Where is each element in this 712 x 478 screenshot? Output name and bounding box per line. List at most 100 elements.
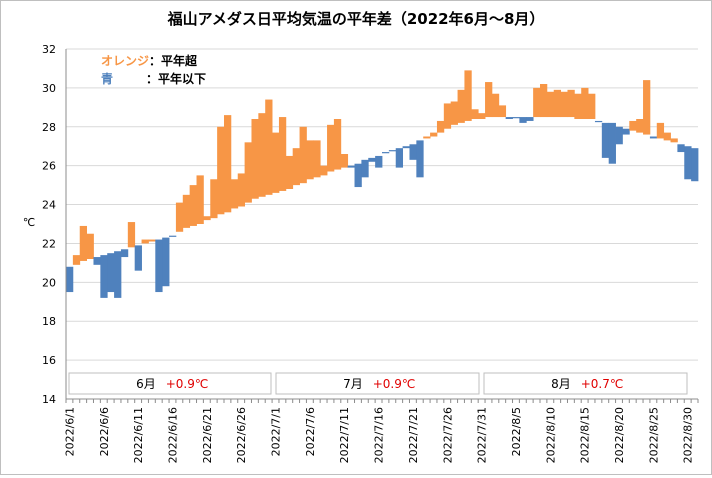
chart-title: 福山アメダス日平均気温の平年差（2022年6月～8月） [167, 10, 545, 28]
y-tick-label: 16 [42, 354, 56, 367]
y-tick-label: 22 [42, 237, 56, 250]
bar [258, 113, 266, 197]
bar [505, 117, 513, 119]
x-tick-label: 2022/8/30 [682, 407, 695, 463]
x-tick-label: 2022/6/1 [63, 407, 76, 456]
x-tick-labels: 2022/6/1 2022/6/6 2022/6/11 2022/6/16 2022/6… [63, 407, 694, 463]
bar [560, 91, 568, 118]
bar [127, 222, 136, 248]
month-name-july: 7月 [343, 377, 363, 391]
bar [320, 165, 328, 176]
x-tick-label: 2022/6/26 [235, 407, 248, 463]
month-name-june: 6月 [136, 377, 156, 391]
legend-below-label: 青 [101, 71, 113, 86]
month-name-august: 8月 [551, 377, 571, 391]
bar [86, 233, 94, 259]
bar [162, 237, 170, 287]
bar [677, 144, 685, 153]
x-tick-label: 2022/6/11 [132, 407, 145, 463]
bar [581, 87, 589, 119]
bar [601, 122, 610, 158]
bar [313, 140, 321, 178]
bar [382, 152, 390, 154]
bar [66, 266, 74, 293]
bar [278, 117, 287, 191]
bar [333, 119, 342, 170]
bar [553, 89, 562, 118]
bar-series [66, 70, 699, 298]
x-tick-label: 2022/7/21 [407, 407, 420, 463]
bar [141, 239, 149, 244]
bar [643, 80, 651, 135]
bar [347, 165, 355, 168]
bar [361, 159, 369, 178]
bar [546, 91, 555, 118]
bar [196, 175, 204, 224]
legend-below-text: ：平年以下 [146, 71, 206, 86]
bar [636, 119, 644, 133]
bar [79, 225, 88, 261]
bar [395, 148, 404, 168]
x-tick-label: 2022/8/20 [613, 407, 626, 463]
bar [230, 179, 239, 209]
bar [93, 257, 101, 265]
bar [299, 126, 307, 184]
bar [656, 122, 665, 139]
bar [608, 122, 616, 164]
bar [189, 185, 197, 226]
x-tick-label: 2022/8/25 [647, 407, 660, 463]
bar [175, 202, 184, 232]
bar [430, 132, 438, 137]
month-summary-boxes: 6月 +0.9℃ 7月 +0.9℃ 8月 +0.7℃ [68, 372, 688, 395]
month-box-august [483, 372, 688, 395]
bar [629, 120, 637, 131]
bar [72, 255, 81, 265]
bar [615, 126, 623, 145]
bar [155, 239, 163, 293]
svg-text:：平年以下: ：平年以下 [146, 71, 206, 86]
bar [622, 128, 630, 135]
bar [670, 138, 678, 143]
bar [471, 109, 479, 119]
bar [210, 179, 218, 219]
bar [691, 148, 699, 182]
x-tick-label: 2022/7/26 [441, 407, 454, 463]
month-anomaly-august: +0.7℃ [581, 377, 624, 391]
bar [292, 148, 300, 186]
bar [498, 105, 507, 118]
bar [416, 140, 424, 178]
bar [409, 144, 417, 160]
bar [485, 82, 493, 118]
bar [684, 146, 692, 180]
bar [327, 124, 335, 172]
bar [354, 163, 362, 188]
month-anomaly-july: +0.9℃ [373, 377, 416, 391]
bar [588, 93, 596, 119]
bar [402, 146, 410, 149]
bar [203, 216, 211, 221]
bar [169, 235, 177, 237]
bar [285, 155, 294, 189]
bar [148, 239, 156, 242]
y-tick-label: 14 [42, 393, 56, 406]
y-tick-label: 28 [42, 121, 56, 134]
x-tick-label: 2022/7/16 [373, 407, 386, 463]
bar [224, 115, 232, 213]
bar [533, 87, 541, 118]
bar [478, 113, 486, 119]
y-tick-label: 24 [42, 199, 56, 212]
bar [594, 120, 603, 123]
bar [491, 93, 500, 118]
bar [107, 253, 115, 293]
bar [540, 84, 548, 118]
bar [526, 117, 534, 121]
svg-text:オレンジ：平年超: オレンジ：平年超 [101, 53, 198, 68]
y-axis-label: ℃ [23, 216, 35, 229]
bar [375, 155, 383, 168]
bar [512, 117, 520, 119]
bar [306, 140, 314, 180]
svg-text:青: 青 [101, 71, 113, 86]
y-tick-label: 32 [42, 43, 56, 56]
